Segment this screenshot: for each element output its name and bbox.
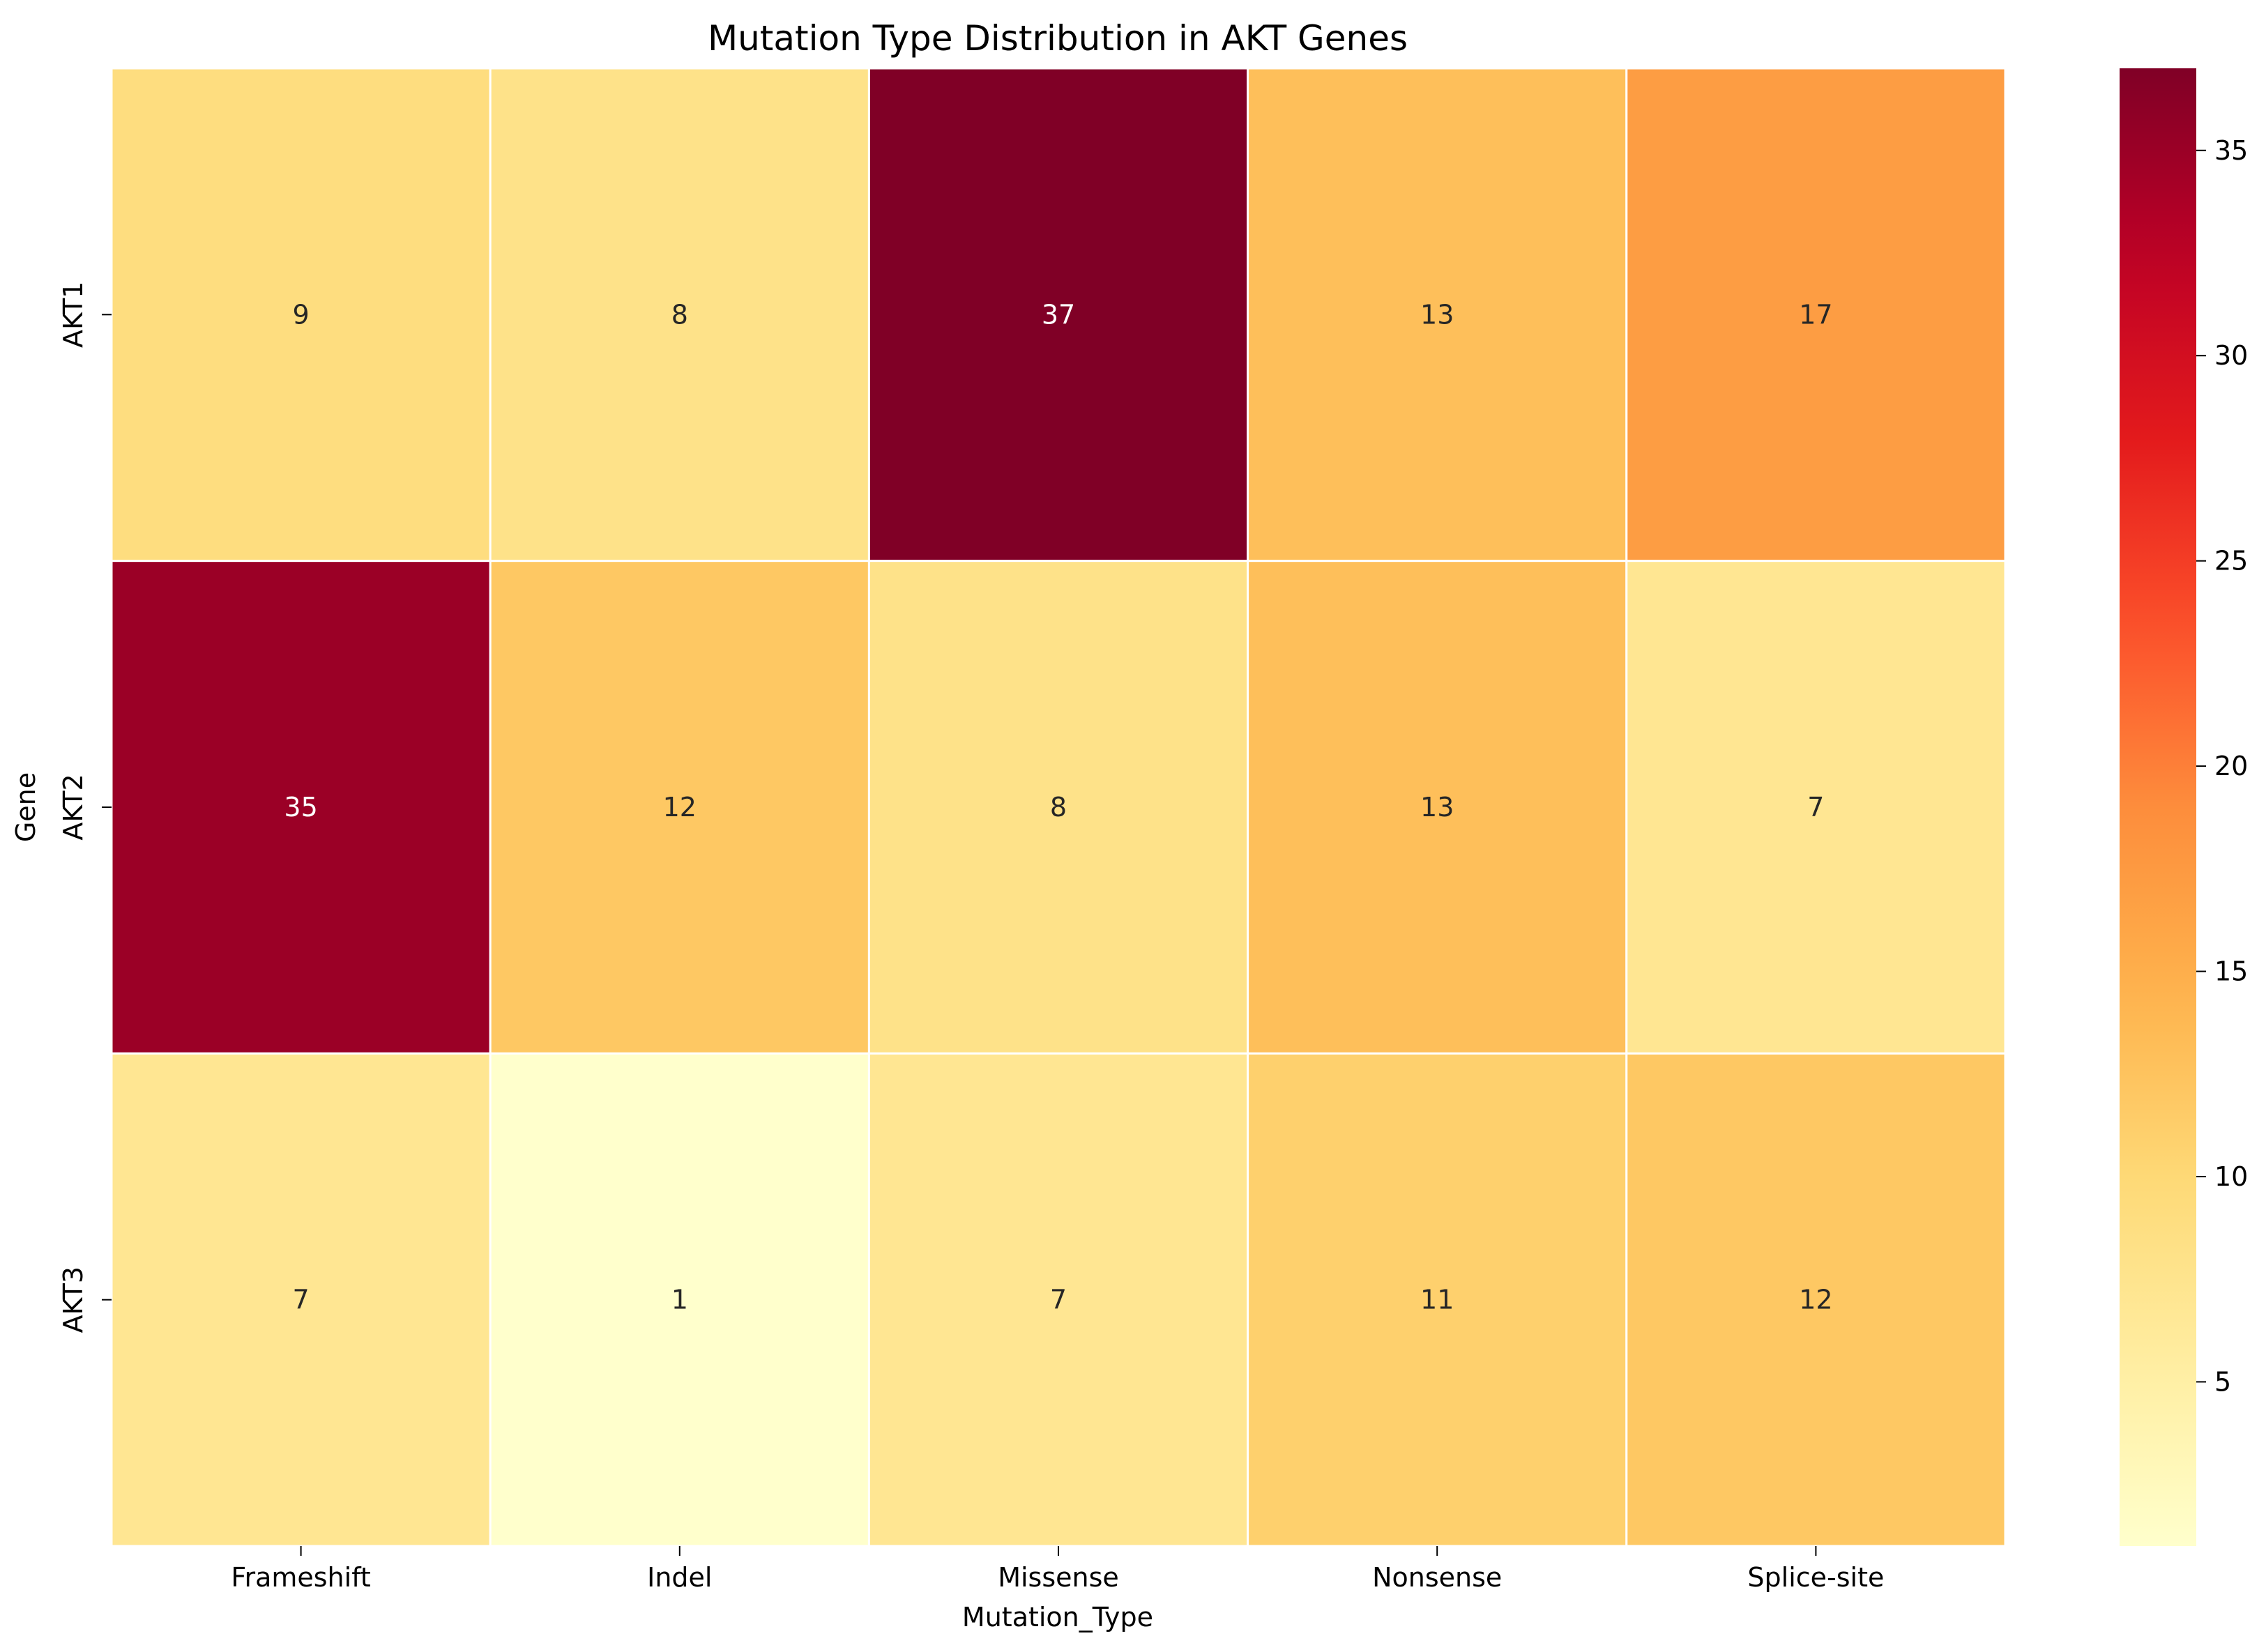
heatmap-cell	[489, 560, 870, 1055]
colorbar-tick-label: 25	[2214, 546, 2248, 576]
colorbar-tick-label: 15	[2214, 956, 2248, 987]
colorbar-gradient	[2120, 68, 2196, 1546]
y-axis: AKT1 AKT2 AKT3	[58, 282, 112, 1333]
x-tick-label: Missense	[998, 1562, 1119, 1593]
cell-value-label: 7	[293, 1285, 310, 1315]
heatmap-cell	[1247, 67, 1628, 563]
heatmap-cell	[867, 67, 1249, 563]
heatmap-cell	[489, 67, 870, 563]
heatmap-cell	[489, 1052, 870, 1547]
cell-value-label: 17	[1799, 299, 1832, 330]
heatmap-cells	[110, 67, 2007, 1547]
cell-value-label: 7	[1807, 792, 1824, 823]
cell-value-label: 9	[293, 299, 310, 330]
colorbar-tick-label: 30	[2214, 340, 2248, 371]
colorbar-tick-label: 20	[2214, 751, 2248, 781]
x-tick-label: Frameshift	[231, 1562, 370, 1593]
cell-value-label: 1	[671, 1285, 688, 1315]
colorbar-tick-label: 35	[2214, 135, 2248, 166]
cell-value-label: 12	[663, 792, 697, 823]
cell-value-label: 13	[1420, 792, 1454, 823]
y-axis-label: Gene	[10, 772, 41, 842]
cell-value-label: 12	[1799, 1285, 1832, 1315]
heatmap-cell	[110, 560, 492, 1055]
cell-value-label: 35	[284, 792, 317, 823]
cell-value-label: 11	[1420, 1285, 1454, 1315]
colorbar-tick-label: 10	[2214, 1161, 2248, 1192]
y-tick-label: AKT1	[58, 282, 89, 348]
chart-title: Mutation Type Distribution in AKT Genes	[708, 18, 1408, 59]
cell-value-label: 8	[671, 299, 688, 330]
heatmap-cell	[1625, 560, 2007, 1055]
heatmap-cell	[1247, 1052, 1628, 1547]
heatmap-cell	[867, 1052, 1249, 1547]
x-axis: Frameshift Indel Missense Nonsense Splice-si…	[231, 1546, 1884, 1593]
heatmap-cell	[867, 560, 1249, 1055]
x-tick-label: Nonsense	[1372, 1562, 1502, 1593]
cell-value-label: 7	[1050, 1285, 1067, 1315]
y-tick-label: AKT3	[58, 1267, 89, 1333]
cell-value-label: 13	[1420, 299, 1454, 330]
cell-value-label: 8	[1050, 792, 1067, 823]
colorbar: 5 10 15 20 25 30 35	[2120, 68, 2248, 1546]
x-tick-label: Indel	[647, 1562, 712, 1593]
cell-value-label: 37	[1042, 299, 1075, 330]
heatmap-cell	[1625, 1052, 2007, 1547]
y-tick-label: AKT2	[58, 774, 89, 840]
heatmap-cell	[1625, 67, 2007, 563]
colorbar-tick-label: 5	[2214, 1366, 2231, 1397]
heatmap-cell	[110, 67, 492, 563]
colorbar-ticks: 5 10 15 20 25 30 35	[2196, 135, 2248, 1397]
x-axis-label: Mutation_Type	[962, 1602, 1153, 1632]
x-tick-label: Splice-site	[1747, 1562, 1884, 1593]
